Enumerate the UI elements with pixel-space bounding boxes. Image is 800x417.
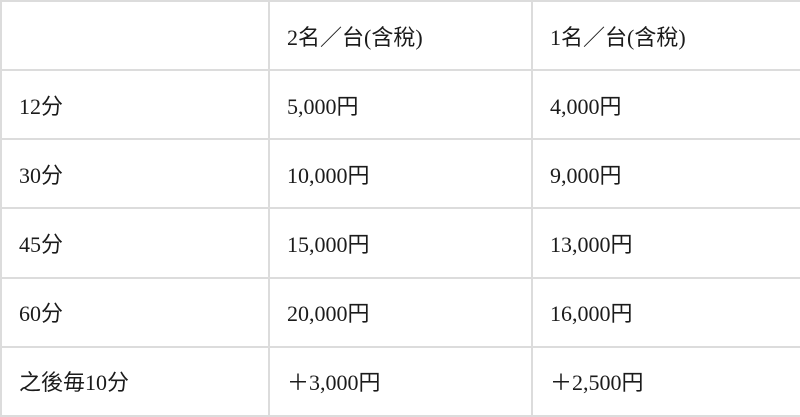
price-one-cell: 13,000円 xyxy=(531,207,800,279)
price-one-cell: 9,000円 xyxy=(531,138,800,210)
duration-cell: 12分 xyxy=(0,68,270,141)
duration-cell: 之後毎10分 xyxy=(0,345,270,417)
price-two-cell: 10,000円 xyxy=(268,138,533,210)
header-cell-empty xyxy=(0,0,270,71)
price-two-cell: 20,000円 xyxy=(268,276,533,348)
table-row: 30分 10,000円 9,000円 xyxy=(0,138,800,210)
table-row: 60分 20,000円 16,000円 xyxy=(0,276,800,348)
header-cell-price-two-persons: 2名／台(含稅) xyxy=(268,0,533,71)
table-header-row: 2名／台(含稅) 1名／台(含稅) xyxy=(0,0,800,71)
table-row: 12分 5,000円 4,000円 xyxy=(0,68,800,141)
duration-cell: 60分 xyxy=(0,276,270,348)
price-two-cell: ＋3,000円 xyxy=(268,345,533,417)
price-one-cell: 4,000円 xyxy=(531,68,800,141)
table-row: 之後毎10分 ＋3,000円 ＋2,500円 xyxy=(0,345,800,417)
price-one-cell: ＋2,500円 xyxy=(531,345,800,417)
price-one-cell: 16,000円 xyxy=(531,276,800,348)
header-cell-price-one-person: 1名／台(含稅) xyxy=(531,0,800,71)
duration-cell: 45分 xyxy=(0,207,270,279)
table-row: 45分 15,000円 13,000円 xyxy=(0,207,800,279)
price-two-cell: 5,000円 xyxy=(268,68,533,141)
price-two-cell: 15,000円 xyxy=(268,207,533,279)
duration-cell: 30分 xyxy=(0,138,270,210)
